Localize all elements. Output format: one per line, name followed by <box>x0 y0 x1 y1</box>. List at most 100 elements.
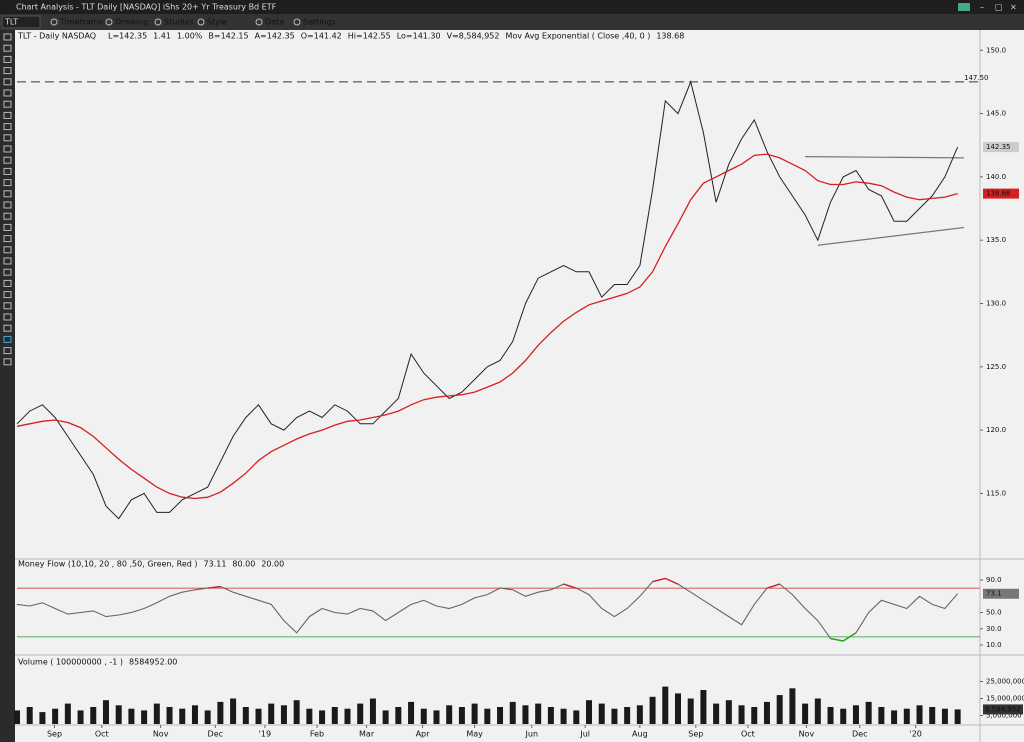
trendline <box>817 226 965 246</box>
volume-bar <box>446 705 453 724</box>
minimize[interactable]: – <box>980 3 984 12</box>
tool-icon[interactable] <box>3 212 12 220</box>
x-tick-label: Oct <box>95 730 109 739</box>
last-value-label: 8,584,952 <box>985 705 1021 713</box>
volume-bar <box>649 696 656 724</box>
toolbar-icon[interactable] <box>255 18 263 26</box>
tool-icon[interactable] <box>3 44 12 52</box>
tool-icon[interactable] <box>3 190 12 198</box>
tool-icon[interactable] <box>3 291 12 299</box>
tool-icon[interactable] <box>3 268 12 276</box>
volume-bar <box>153 703 160 724</box>
tools <box>3 33 12 366</box>
volume-bar <box>141 710 148 724</box>
toolbar-item[interactable]: Settings <box>303 18 336 27</box>
oversold-segment <box>842 632 857 642</box>
x-tick-label: Nov <box>799 730 815 739</box>
x-tick-label: '19 <box>259 730 271 739</box>
tool-icon[interactable] <box>3 167 12 175</box>
header-item: O=141.42 <box>301 32 342 41</box>
y-tick-label: 130.0 <box>986 299 1006 307</box>
volume-bar <box>891 710 898 724</box>
volume-bar <box>230 698 237 724</box>
volume-bar <box>369 698 376 724</box>
tool-icon[interactable] <box>3 347 12 355</box>
tool-icon[interactable] <box>3 246 12 254</box>
volume-header: Volume ( 100000000 , -1 ) <box>18 658 123 667</box>
toolbar-item[interactable]: Timeframe <box>59 18 103 27</box>
volume-bar <box>954 709 961 724</box>
toolbar-item[interactable]: Studies <box>164 18 194 27</box>
overbought-segment <box>664 577 679 585</box>
tool-icon[interactable] <box>3 89 12 97</box>
tool-icon[interactable] <box>3 33 12 41</box>
tool-icon[interactable] <box>3 257 12 265</box>
volume-bar <box>382 710 389 724</box>
tool-icon[interactable] <box>3 134 12 142</box>
volume-bar <box>102 700 109 724</box>
overbought-segment <box>766 583 780 589</box>
tool-icon[interactable] <box>3 179 12 187</box>
tool-icon[interactable] <box>3 78 12 86</box>
volume-bar <box>471 703 478 724</box>
overbought-segment <box>652 577 666 583</box>
volume-bar <box>624 707 631 724</box>
tool-icon[interactable] <box>3 111 12 119</box>
tool-icon[interactable] <box>3 123 12 131</box>
y-tick-label: 125.0 <box>986 363 1006 371</box>
x-tick-label: Sep <box>688 730 703 739</box>
volume-bar <box>586 700 593 724</box>
volume-bar <box>179 708 186 724</box>
toolbar-icon[interactable] <box>197 18 205 26</box>
window-badge[interactable] <box>958 3 970 11</box>
tool-icon[interactable] <box>3 335 12 343</box>
volume-bar <box>408 701 415 724</box>
toolbar-icon[interactable] <box>154 18 162 26</box>
y-tick-label: 135.0 <box>986 236 1006 244</box>
x-tick-label: May <box>466 730 483 739</box>
x-tick-label: Oct <box>741 730 755 739</box>
volume-bar <box>280 705 287 724</box>
toolbar-item[interactable]: Drawing <box>115 18 148 27</box>
volume-bar <box>814 698 821 724</box>
volume-bar <box>357 703 364 724</box>
symbol[interactable]: TLT <box>4 18 18 27</box>
tool-icon[interactable] <box>3 100 12 108</box>
maximize[interactable]: □ <box>995 3 1003 12</box>
volume-bar <box>573 710 580 724</box>
tool-icon[interactable] <box>3 145 12 153</box>
tool-icon[interactable] <box>3 55 12 63</box>
toolbar-icon[interactable] <box>50 18 58 26</box>
tool-icon[interactable] <box>3 313 12 321</box>
volume-bar <box>840 708 847 724</box>
symbol-box[interactable] <box>1 15 41 29</box>
tool-icon[interactable] <box>3 67 12 75</box>
toolbar-item[interactable]: Data <box>265 18 284 27</box>
volume-bar <box>484 708 491 724</box>
y-tick-label: 140.0 <box>986 173 1006 181</box>
tool-icon[interactable] <box>3 235 12 243</box>
tool-icon[interactable] <box>3 201 12 209</box>
volume-bar <box>306 708 313 724</box>
overbought-segment <box>563 583 577 589</box>
tool-icon[interactable] <box>3 358 12 366</box>
toolbar-item[interactable]: Style <box>207 18 227 27</box>
tool-icon[interactable] <box>3 324 12 332</box>
volume-bar <box>763 701 770 724</box>
header-item: B=142.15 <box>208 32 248 41</box>
volume-bar <box>700 690 707 724</box>
tool-icon[interactable] <box>3 302 12 310</box>
volume-bar <box>64 703 71 724</box>
title-bar <box>0 0 1024 14</box>
toolbar-icon[interactable] <box>293 18 301 26</box>
tool-icon[interactable] <box>3 279 12 287</box>
close[interactable]: × <box>1010 3 1017 12</box>
tool-icon[interactable] <box>3 156 12 164</box>
tool-icon[interactable] <box>3 223 12 231</box>
last-value-box <box>983 704 1023 715</box>
toolbar <box>0 14 1024 30</box>
toolbar-icon[interactable] <box>105 18 113 26</box>
last-value-box <box>983 188 1019 199</box>
moving-average <box>16 153 958 500</box>
